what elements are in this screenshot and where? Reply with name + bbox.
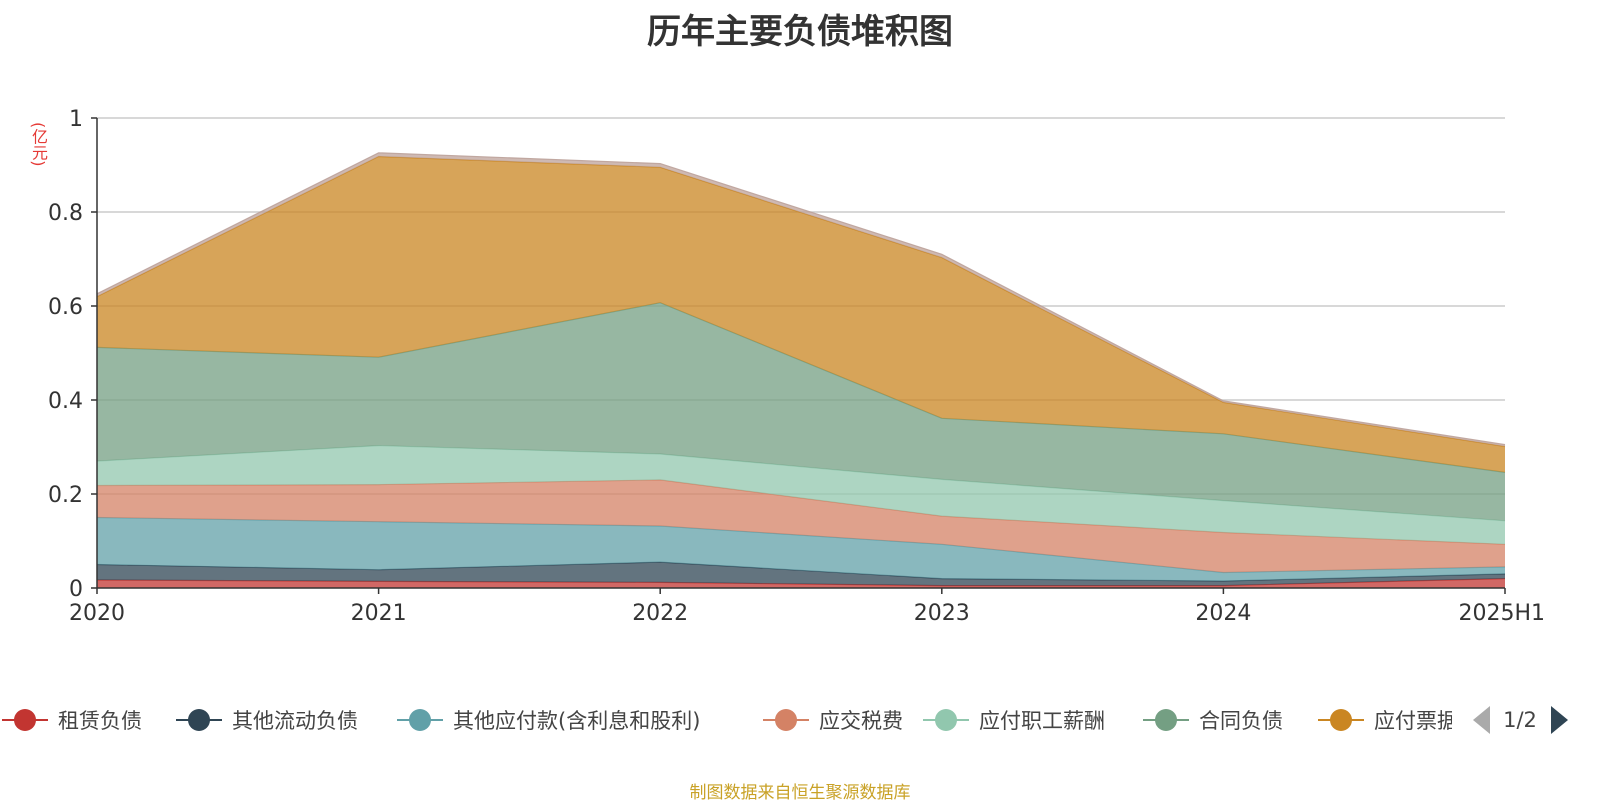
legend-label: 合同负债 [1199, 709, 1283, 733]
legend-item[interactable]: 其他应付款(含利息和股利) [397, 709, 700, 733]
legend-label: 其他应付款(含利息和股利) [453, 709, 700, 733]
legend-label: 其他流动负债 [232, 709, 358, 733]
area-合同负债 [97, 302, 1505, 521]
legend: 租赁负债 其他流动负债 其他应付款(含利息和股利) 应交税费 应付职工薪酬 合同负债 应付票… [2, 709, 1563, 733]
legend-label: 应付票据及应付账款 [1374, 709, 1563, 733]
legend-marker-icon [409, 709, 431, 731]
legend-marker-icon [775, 709, 797, 731]
legend-marker-icon [14, 709, 36, 731]
legend-prev-icon[interactable] [1473, 706, 1490, 734]
y-tick-label: 0 [69, 577, 83, 602]
axes: 0 0.2 0.4 0.6 0.8 1 2020 2021 2022 2023 2024 2025H1 [48, 107, 1545, 626]
x-tick-label: 2022 [632, 601, 688, 626]
x-tick-label: 2023 [914, 601, 970, 626]
line-其他 [96, 152, 1506, 446]
legend-label: 应付职工薪酬 [979, 709, 1105, 733]
area-series [96, 152, 1506, 588]
x-tick-label: 2024 [1195, 601, 1251, 626]
legend-pager[interactable]: 1/2 [1473, 706, 1568, 734]
legend-item[interactable]: 合同负债 [1143, 709, 1283, 733]
legend-label: 应交税费 [819, 709, 903, 733]
area-应付票据及应付账款 [97, 156, 1505, 473]
legend-marker-icon [1155, 709, 1177, 731]
area-其他 [97, 152, 1505, 447]
x-tick-label: 2020 [69, 601, 125, 626]
legend-label: 租赁负债 [58, 709, 142, 733]
legend-item[interactable]: 应付票据及应付账款 [1318, 709, 1563, 733]
area-应交税费 [97, 479, 1505, 573]
y-tick-label: 0.6 [48, 295, 83, 320]
x-tick-label: 2021 [351, 601, 407, 626]
data-source-note: 制图数据来自恒生聚源数据库 [689, 783, 911, 803]
y-tick-label: 0.8 [48, 201, 83, 226]
chart-title: 历年主要负债堆积图 [647, 12, 953, 52]
area-应付职工薪酬 [97, 445, 1505, 545]
legend-item[interactable]: 应付职工薪酬 [923, 709, 1105, 733]
y-tick-label: 0.4 [48, 389, 83, 414]
x-tick-label: 2025H1 [1458, 601, 1545, 626]
y-tick-label: 0.2 [48, 483, 83, 508]
legend-next-icon[interactable] [1551, 706, 1568, 734]
legend-item[interactable]: 租赁负债 [2, 709, 142, 733]
area-其他应付款(含利息和股利) [97, 517, 1505, 581]
legend-page-indicator: 1/2 [1503, 708, 1537, 732]
y-tick-label: 1 [69, 107, 83, 132]
legend-item[interactable]: 其他流动负债 [176, 709, 358, 733]
legend-marker-icon [935, 709, 957, 731]
legend-item[interactable]: 应交税费 [763, 709, 903, 733]
y-axis-unit-label: (亿元) [29, 122, 48, 167]
legend-marker-icon [1330, 709, 1352, 731]
legend-marker-icon [188, 709, 210, 731]
